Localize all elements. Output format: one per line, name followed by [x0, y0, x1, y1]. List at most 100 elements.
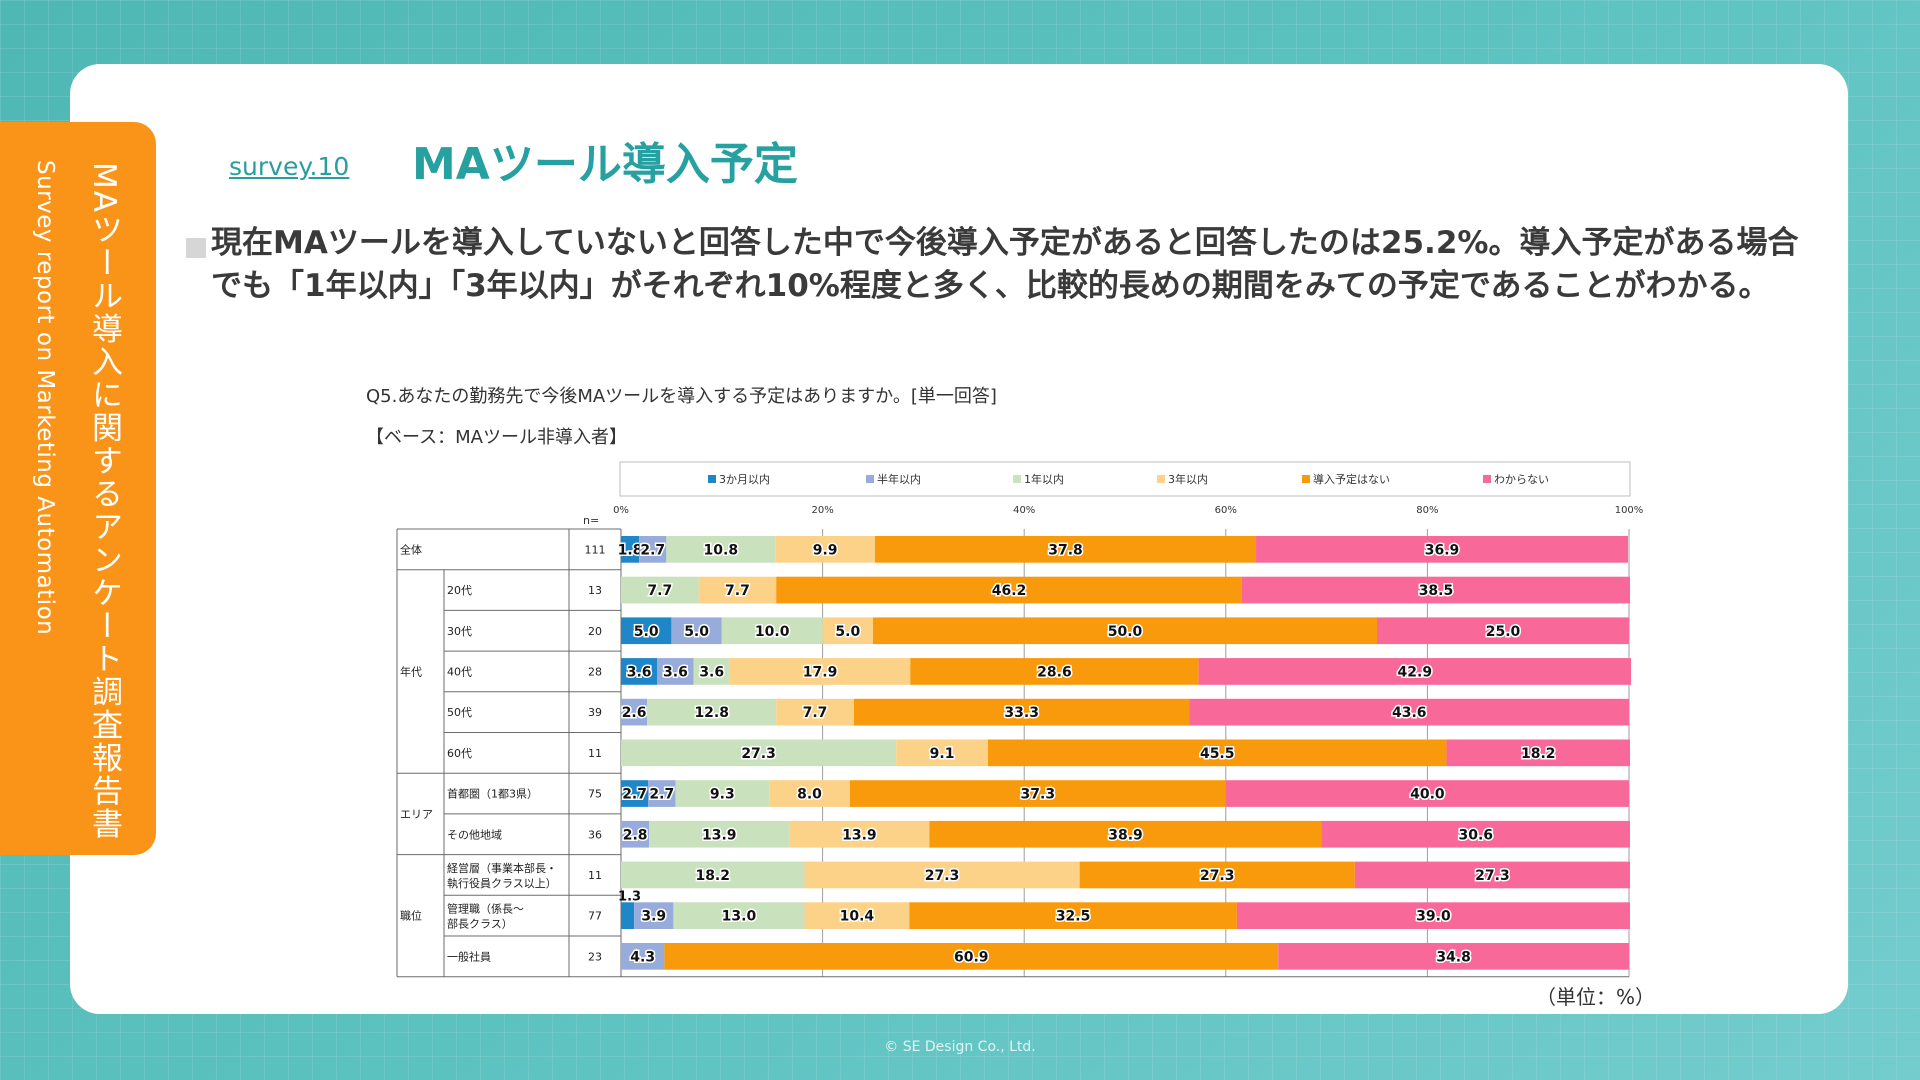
data-label-halo: 27.3 — [1475, 868, 1510, 884]
bar-segment — [721, 617, 823, 645]
data-label: 28.6 — [1037, 664, 1072, 680]
bar-segment — [929, 820, 1322, 848]
data-label-halo: 5.0 — [684, 624, 709, 640]
data-label-halo: 2.7 — [640, 542, 665, 558]
data-label: 7.7 — [803, 705, 828, 721]
bar-segment — [729, 658, 911, 685]
row-label: 全体 — [400, 542, 422, 556]
bar-segment — [776, 698, 854, 726]
bar-segment — [634, 902, 674, 929]
data-label: 13.9 — [702, 827, 737, 843]
bar-segment — [1278, 943, 1629, 970]
bar-segment — [1256, 536, 1628, 563]
row-n: 23 — [588, 950, 602, 963]
bar-segment — [621, 820, 650, 848]
side-title-en: Survey report on Marketing Automation — [32, 160, 58, 636]
data-label-halo: 4.3 — [630, 949, 655, 965]
row-n: 39 — [588, 706, 602, 719]
data-label: 38.5 — [1419, 583, 1454, 599]
bar-segment — [649, 820, 790, 848]
data-label: 9.9 — [813, 542, 838, 558]
bar-segment — [1446, 739, 1631, 767]
bar-segment — [621, 576, 699, 604]
data-label: 32.5 — [1056, 909, 1091, 925]
data-label-halo: 3.9 — [641, 909, 666, 925]
data-label-halo: 2.6 — [622, 705, 647, 721]
data-label: 2.8 — [623, 827, 648, 843]
page-title: MAツール導入予定 — [412, 139, 798, 190]
data-label: 25.0 — [1486, 624, 1521, 640]
question-text: Q5.あなたの勤務先で今後MAツールを導入する予定はありますか。[単一回答] — [366, 386, 997, 407]
data-label: 13.0 — [722, 909, 757, 925]
row-n: 111 — [585, 543, 606, 556]
data-label-halo: 38.9 — [1108, 827, 1143, 843]
bar-segment — [769, 780, 850, 807]
data-label: 3.9 — [641, 909, 666, 925]
bar-segment — [1354, 861, 1631, 889]
bar-segment — [1236, 902, 1631, 929]
unit-label: （単位：%） — [1536, 985, 1656, 1009]
bar-segment — [1079, 861, 1355, 889]
legend-label: 1年以内 — [1024, 472, 1064, 486]
data-label: 10.0 — [755, 624, 790, 640]
data-label-halo: 5.0 — [835, 624, 860, 640]
data-label-halo: 2.8 — [623, 827, 648, 843]
legend-label: わからない — [1494, 473, 1549, 486]
row-n: 77 — [588, 910, 602, 923]
data-label-halo: 38.5 — [1419, 583, 1454, 599]
data-label-halo: 5.0 — [634, 624, 659, 640]
axis-tick-label: 0% — [613, 505, 629, 516]
row-label: 経営層（事業本部長・ — [447, 861, 557, 875]
legend-label: 3か月以内 — [719, 472, 770, 486]
bar-segment — [673, 902, 805, 929]
data-label: 60.9 — [954, 949, 989, 965]
data-label: 4.3 — [630, 949, 655, 965]
row-n: 13 — [588, 584, 602, 597]
bar-segment — [910, 658, 1199, 685]
data-label: 7.7 — [647, 583, 672, 599]
bar-segment — [1225, 780, 1629, 807]
data-label-halo: 7.7 — [803, 705, 828, 721]
data-label-halo: 12.8 — [694, 705, 729, 721]
data-label: 2.7 — [622, 787, 647, 803]
bar-segment — [909, 902, 1237, 929]
side-tab — [0, 122, 156, 855]
data-label: 9.3 — [710, 787, 735, 803]
bar-segment — [822, 617, 873, 645]
row-label: 50代 — [447, 706, 472, 719]
legend-label: 半年以内 — [877, 472, 921, 486]
data-label-halo: 17.9 — [803, 664, 838, 680]
data-label: 30.6 — [1459, 827, 1494, 843]
legend-swatch — [1302, 475, 1310, 483]
bar-segment — [1189, 698, 1629, 726]
data-label-halo: 50.0 — [1108, 624, 1143, 640]
bar-segment — [621, 617, 672, 645]
data-label-halo: 10.8 — [704, 542, 739, 558]
data-label: 1.3 — [618, 889, 641, 904]
data-label-halo: 42.9 — [1398, 664, 1433, 680]
bar-segment — [648, 780, 676, 807]
legend-swatch — [708, 475, 716, 483]
bar-segment — [775, 536, 876, 563]
bar-segment — [987, 739, 1447, 767]
bar-segment — [639, 536, 667, 563]
data-label: 27.3 — [1475, 868, 1510, 884]
bar-segment — [789, 820, 930, 848]
data-label-halo: 2.7 — [649, 787, 674, 803]
data-label: 7.7 — [725, 583, 750, 599]
bar-segment — [849, 780, 1226, 807]
bar-segment — [853, 698, 1190, 726]
data-label: 2.7 — [649, 787, 674, 803]
row-label: 部長クラス） — [447, 917, 513, 931]
legend-swatch — [866, 475, 874, 483]
group-label: 年代 — [400, 664, 422, 678]
data-label: 45.5 — [1200, 746, 1235, 762]
bar-segment — [698, 576, 777, 604]
data-label: 18.2 — [1521, 746, 1556, 762]
bar-segment — [621, 943, 665, 970]
data-label: 5.0 — [835, 624, 860, 640]
data-label: 40.0 — [1410, 787, 1445, 803]
data-label: 1.8 — [618, 542, 643, 558]
data-label-halo: 45.5 — [1200, 746, 1235, 762]
